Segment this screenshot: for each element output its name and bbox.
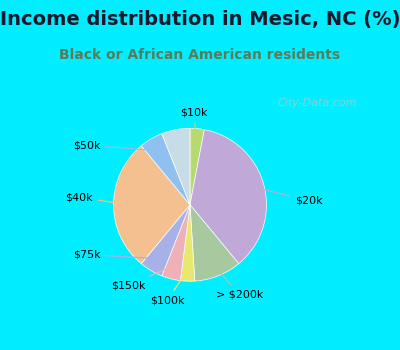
Wedge shape <box>141 205 190 276</box>
Text: $150k: $150k <box>112 267 172 290</box>
Wedge shape <box>180 205 195 281</box>
Wedge shape <box>190 128 204 205</box>
Text: $20k: $20k <box>259 188 322 206</box>
Wedge shape <box>141 134 190 205</box>
Text: $10k: $10k <box>180 108 208 137</box>
Wedge shape <box>162 128 190 205</box>
Wedge shape <box>114 146 190 264</box>
Text: $100k: $100k <box>150 272 186 305</box>
Text: $75k: $75k <box>73 250 155 259</box>
Wedge shape <box>190 205 239 281</box>
Text: > $200k: > $200k <box>216 267 263 300</box>
Text: Black or African American residents: Black or African American residents <box>60 48 340 62</box>
Text: $50k: $50k <box>73 140 155 150</box>
Wedge shape <box>162 205 190 281</box>
Text: $40k: $40k <box>65 192 124 204</box>
Text: Income distribution in Mesic, NC (%): Income distribution in Mesic, NC (%) <box>0 10 400 29</box>
Wedge shape <box>190 130 266 264</box>
Text: City-Data.com: City-Data.com <box>278 98 357 108</box>
